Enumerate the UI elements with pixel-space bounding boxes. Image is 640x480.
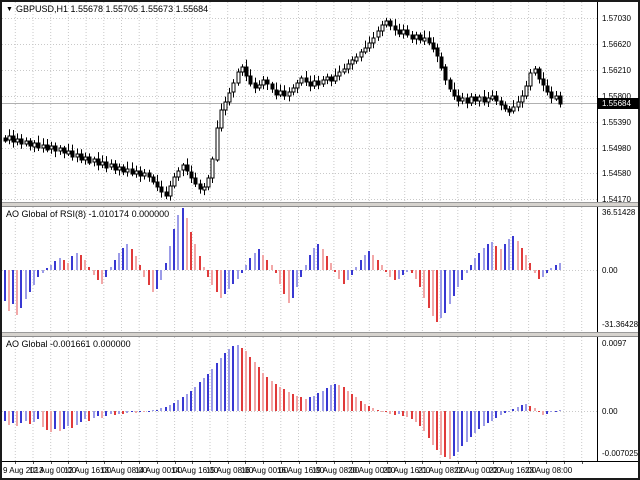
candlestick-chart bbox=[2, 2, 597, 202]
time-tick bbox=[33, 462, 34, 464]
time-tick bbox=[175, 462, 176, 464]
ohlc-quote-label: 1.55678 1.55705 1.55673 1.55684 bbox=[70, 4, 209, 14]
histogram-chart bbox=[2, 207, 597, 332]
time-axis-label: 19 Aug 08:00 bbox=[312, 466, 360, 475]
time-axis-label: 14 Aug 00:00 bbox=[135, 466, 183, 475]
time-tick bbox=[422, 462, 423, 464]
chart-dropdown-icon: ▼ bbox=[6, 6, 13, 13]
chart-header: ▼ GBPUSD,H1 1.55678 1.55705 1.55673 1.556… bbox=[6, 4, 208, 14]
price-axis-label: 1.57030 bbox=[602, 14, 631, 23]
panel-splitter[interactable] bbox=[2, 332, 638, 337]
price-axis-label: 1.54170 bbox=[602, 195, 631, 205]
time-tick bbox=[121, 462, 122, 464]
time-tick bbox=[192, 462, 193, 464]
price-axis-label: 1.55390 bbox=[602, 117, 631, 127]
time-axis-label: 22 Aug 00:00 bbox=[454, 466, 502, 475]
time-axis-label: 9 Aug 2013 bbox=[3, 466, 44, 475]
time-tick bbox=[86, 462, 87, 464]
time-tick bbox=[387, 462, 388, 464]
time-axis-label: 16 Aug 16:00 bbox=[277, 466, 325, 475]
time-tick bbox=[15, 462, 16, 464]
time-tick bbox=[493, 462, 494, 464]
time-tick bbox=[299, 462, 300, 464]
price-axis[interactable]: 1.57030 1.56620 1.56210 1.55800 1.55390 1.549… bbox=[597, 2, 639, 461]
indicator-axis-label: -0.007025 bbox=[602, 449, 639, 458]
time-tick bbox=[316, 462, 317, 464]
time-tick bbox=[582, 462, 583, 464]
time-tick bbox=[405, 462, 406, 464]
price-axis-label: 1.54980 bbox=[602, 143, 631, 153]
time-axis-label: 22 Aug 16:00 bbox=[489, 466, 537, 475]
time-axis-label: 12 Aug 00:00 bbox=[29, 466, 77, 475]
price-axis-label: 1.56620 bbox=[602, 39, 631, 49]
indicator-axis-label: -31.36428 bbox=[602, 320, 639, 329]
time-tick bbox=[476, 462, 477, 464]
time-tick bbox=[458, 462, 459, 464]
indicator-title: AO Global of RSI(8) -1.010174 0.000000 bbox=[6, 209, 170, 219]
current-price-tag: 1.55684 bbox=[598, 98, 639, 110]
time-axis-label: 14 Aug 16:00 bbox=[171, 466, 219, 475]
time-tick bbox=[352, 462, 353, 464]
time-tick bbox=[440, 462, 441, 464]
time-tick bbox=[529, 462, 530, 464]
time-tick bbox=[228, 462, 229, 464]
time-tick bbox=[104, 462, 105, 464]
time-tick bbox=[546, 462, 547, 464]
time-axis-label: 12 Aug 16:00 bbox=[64, 466, 112, 475]
indicator-pane-ao[interactable]: AO Global -0.001661 0.000000 bbox=[2, 337, 597, 461]
price-axis-label: 1.55800 bbox=[602, 91, 631, 101]
time-axis-label: 23 Aug 08:00 bbox=[525, 466, 573, 475]
price-axis-label: 1.54580 bbox=[602, 169, 631, 179]
symbol-timeframe-label: GBPUSD,H1 bbox=[15, 4, 68, 14]
time-axis[interactable]: 9 Aug 2013 12 Aug 00:00 12 Aug 16:00 13 Aug… bbox=[2, 461, 638, 478]
time-tick bbox=[511, 462, 512, 464]
indicator-axis-label: 0.00 bbox=[602, 266, 618, 275]
time-axis-label: 21 Aug 08:00 bbox=[418, 466, 466, 475]
main-chart-pane[interactable]: ▼ GBPUSD,H1 1.55678 1.55705 1.55673 1.556… bbox=[2, 2, 597, 202]
indicator-axis-label: 36.51428 bbox=[602, 208, 636, 217]
price-axis-label: 1.56210 bbox=[602, 65, 631, 75]
time-axis-label: 16 Aug 00:00 bbox=[241, 466, 289, 475]
time-tick bbox=[68, 462, 69, 464]
time-axis-label: 15 Aug 08:00 bbox=[206, 466, 254, 475]
time-axis-label: 20 Aug 00:00 bbox=[348, 466, 396, 475]
time-axis-label: 20 Aug 16:00 bbox=[383, 466, 431, 475]
time-tick bbox=[334, 462, 335, 464]
indicator-axis-label: 0.0097 bbox=[602, 339, 627, 348]
time-axis-label: 13 Aug 08:00 bbox=[100, 466, 148, 475]
indicator-pane-ao-rsi[interactable]: AO Global of RSI(8) -1.010174 0.000000 bbox=[2, 207, 597, 332]
time-tick bbox=[281, 462, 282, 464]
time-tick bbox=[245, 462, 246, 464]
time-tick bbox=[51, 462, 52, 464]
indicator-axis-label: 0.00 bbox=[602, 407, 618, 416]
time-tick bbox=[157, 462, 158, 464]
time-tick bbox=[369, 462, 370, 464]
histogram-chart bbox=[2, 337, 597, 461]
panel-splitter[interactable] bbox=[2, 202, 638, 207]
indicator-title: AO Global -0.001661 0.000000 bbox=[6, 339, 131, 349]
time-tick bbox=[263, 462, 264, 464]
time-tick bbox=[564, 462, 565, 464]
time-tick bbox=[210, 462, 211, 464]
time-tick bbox=[139, 462, 140, 464]
